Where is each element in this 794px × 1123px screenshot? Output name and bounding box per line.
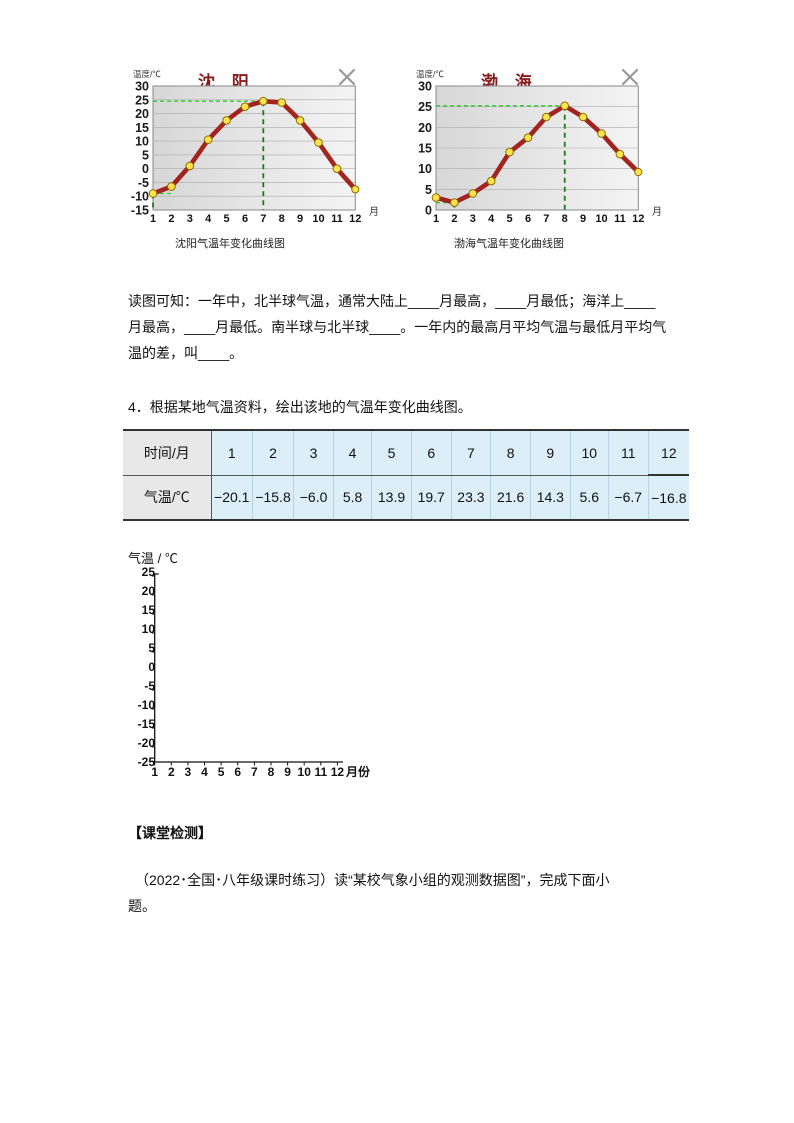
svg-text:5: 5 xyxy=(142,148,149,162)
svg-text:25: 25 xyxy=(135,93,149,107)
svg-text:5: 5 xyxy=(224,213,230,225)
svg-text:30: 30 xyxy=(418,80,432,94)
svg-text:6: 6 xyxy=(242,213,248,225)
svg-text:4: 4 xyxy=(205,213,212,225)
svg-text:-10: -10 xyxy=(131,190,149,204)
svg-text:0: 0 xyxy=(142,162,149,176)
svg-text:8: 8 xyxy=(268,765,275,779)
svg-text:-10: -10 xyxy=(138,698,156,712)
svg-text:-15: -15 xyxy=(131,204,149,218)
svg-text:6: 6 xyxy=(234,765,241,779)
svg-text:3: 3 xyxy=(470,213,476,225)
svg-text:5: 5 xyxy=(218,765,225,779)
svg-text:1: 1 xyxy=(150,213,156,225)
svg-text:12: 12 xyxy=(349,213,361,225)
svg-text:0: 0 xyxy=(425,204,432,218)
svg-text:月: 月 xyxy=(652,206,662,218)
svg-text:10: 10 xyxy=(595,213,607,225)
svg-text:-5: -5 xyxy=(144,679,155,693)
svg-text:10: 10 xyxy=(135,135,149,149)
svg-text:10: 10 xyxy=(312,213,324,225)
svg-text:15: 15 xyxy=(418,142,432,156)
svg-text:11: 11 xyxy=(331,213,343,225)
svg-text:20: 20 xyxy=(142,584,156,598)
svg-text:10: 10 xyxy=(298,765,312,779)
svg-text:2: 2 xyxy=(168,765,175,779)
svg-text:10: 10 xyxy=(142,622,156,636)
svg-text:15: 15 xyxy=(142,603,156,617)
svg-text:25: 25 xyxy=(418,100,432,114)
svg-text:2: 2 xyxy=(168,213,174,225)
svg-text:25: 25 xyxy=(142,565,156,579)
svg-text:1: 1 xyxy=(151,765,158,779)
svg-text:30: 30 xyxy=(135,80,149,94)
svg-text:11: 11 xyxy=(314,765,327,779)
svg-text:-5: -5 xyxy=(138,176,149,190)
svg-text:-15: -15 xyxy=(138,717,156,731)
svg-text:月: 月 xyxy=(369,206,379,218)
svg-text:3: 3 xyxy=(185,765,192,779)
svg-text:10: 10 xyxy=(418,162,432,176)
svg-text:1: 1 xyxy=(433,213,439,225)
svg-text:5: 5 xyxy=(507,213,513,225)
svg-text:7: 7 xyxy=(543,213,549,225)
svg-text:4: 4 xyxy=(201,765,208,779)
svg-text:9: 9 xyxy=(580,213,586,225)
svg-text:2: 2 xyxy=(451,213,457,225)
svg-text:20: 20 xyxy=(418,121,432,135)
svg-text:5: 5 xyxy=(425,183,432,197)
svg-text:6: 6 xyxy=(525,213,531,225)
svg-text:8: 8 xyxy=(562,213,568,225)
svg-text:20: 20 xyxy=(135,107,149,121)
svg-text:月份: 月份 xyxy=(345,764,371,779)
svg-text:15: 15 xyxy=(135,121,149,135)
svg-text:8: 8 xyxy=(279,213,285,225)
svg-text:9: 9 xyxy=(297,213,303,225)
svg-text:9: 9 xyxy=(284,765,291,779)
svg-text:12: 12 xyxy=(632,213,644,225)
svg-text:3: 3 xyxy=(187,213,193,225)
svg-text:7: 7 xyxy=(260,213,266,225)
svg-text:-20: -20 xyxy=(138,736,156,750)
svg-text:11: 11 xyxy=(614,213,626,225)
svg-text:4: 4 xyxy=(488,213,495,225)
svg-text:12: 12 xyxy=(331,765,345,779)
svg-text:7: 7 xyxy=(251,765,258,779)
